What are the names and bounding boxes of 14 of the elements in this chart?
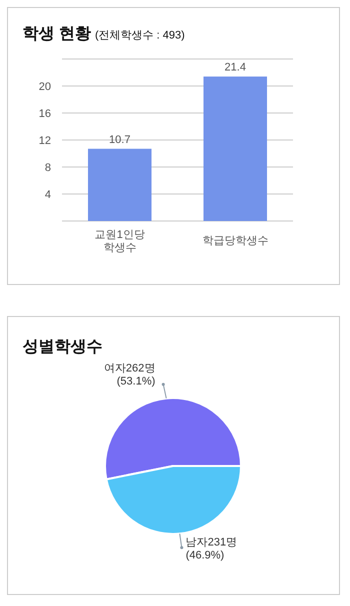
data-label: 10.7 (109, 134, 130, 146)
y-tick-label: 12 (38, 135, 51, 147)
chart-subtitle: (전체학생수 : 493) (94, 30, 185, 42)
y-tick-label: 16 (38, 108, 51, 120)
slice-label: 남자231명 (46.9%) (186, 536, 238, 562)
y-tick-label: 20 (38, 81, 51, 93)
chart-title: 학생 현황 (22, 26, 91, 42)
y-tick-label: 4 (44, 189, 51, 201)
data-label: 21.4 (224, 62, 246, 74)
chart-title: 성별학생수 (22, 338, 102, 356)
x-tick-label: 교원1인당 학생수 (94, 229, 145, 254)
x-tick-label: 학급당학생수 (202, 235, 268, 247)
slice-label: 여자262명 (53.1%) (104, 362, 156, 388)
y-tick-label: 8 (44, 162, 51, 174)
